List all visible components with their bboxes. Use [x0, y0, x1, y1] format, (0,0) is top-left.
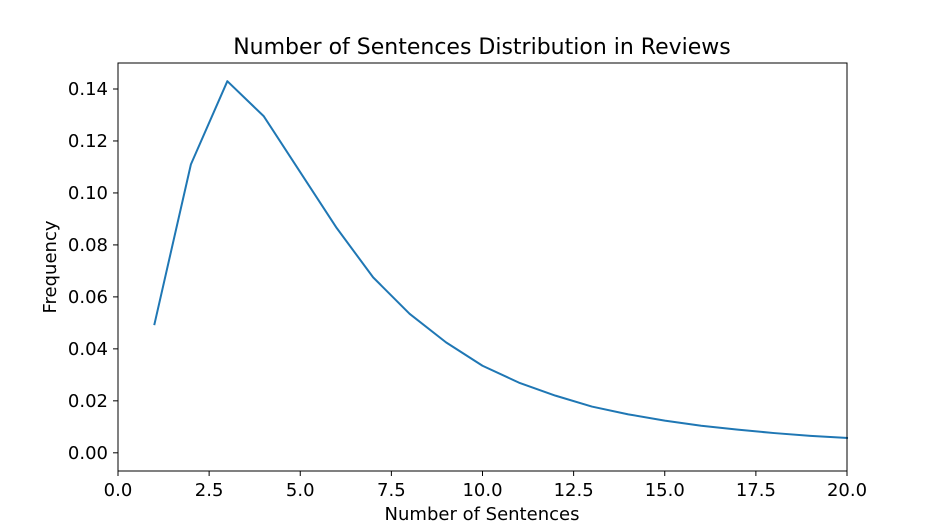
x-tick-label: 7.5 — [377, 480, 406, 501]
y-tick-label: 0.02 — [68, 391, 108, 412]
y-tick-label: 0.14 — [68, 79, 108, 100]
series-line — [153, 80, 849, 440]
x-tick-label: 2.5 — [195, 480, 224, 501]
plot-frame — [117, 62, 848, 472]
x-tick-label: 0.0 — [104, 480, 133, 501]
x-tick-label: 5.0 — [286, 480, 315, 501]
y-tick-label: 0.08 — [68, 235, 108, 256]
axis-ticks: 0.0 2.5 5.0 7.5 10.0 12.5 15.0 17.5 20.0 0.00 0.02… — [68, 79, 867, 501]
x-tick-label: 20.0 — [827, 480, 867, 501]
x-axis-label: Number of Sentences — [385, 504, 580, 525]
x-tick-label: 12.5 — [554, 480, 594, 501]
x-tick-label: 17.5 — [736, 480, 776, 501]
y-tick-label: 0.00 — [68, 443, 108, 464]
chart-title: Number of Sentences Distribution in Revi… — [233, 35, 731, 60]
y-axis-label: Frequency — [40, 220, 61, 313]
series-layer — [153, 80, 849, 440]
y-tick-label: 0.04 — [68, 339, 108, 360]
x-tick-label: 15.0 — [645, 480, 685, 501]
y-tick-label: 0.06 — [68, 287, 108, 308]
x-tick-label: 10.0 — [462, 480, 502, 501]
y-tick-label: 0.12 — [68, 131, 108, 152]
y-tick-label: 0.10 — [68, 183, 108, 204]
